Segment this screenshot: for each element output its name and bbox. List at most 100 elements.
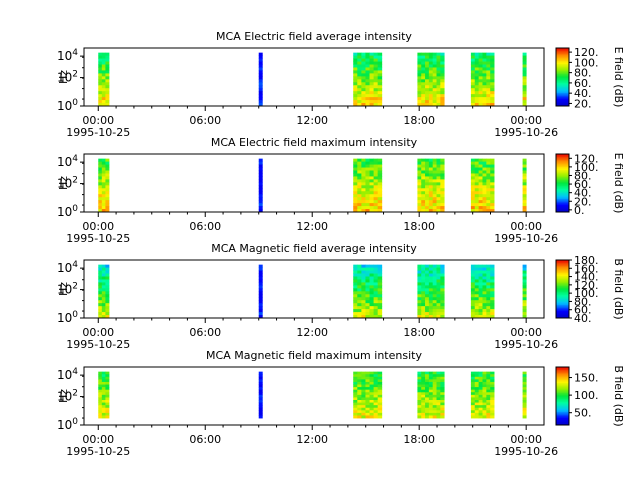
spectrogram-cell — [486, 294, 491, 298]
spectrogram-cell — [421, 285, 426, 289]
spectrogram-cell — [258, 91, 263, 95]
spectrogram-cell — [357, 394, 362, 398]
spectrogram-cell — [486, 312, 491, 316]
colorbar-segment — [556, 391, 569, 394]
spectrogram-cell — [417, 294, 422, 298]
spectrogram-cell — [357, 387, 362, 391]
spectrogram-cell — [101, 179, 106, 183]
spectrogram-cell — [105, 61, 110, 65]
spectrogram-cell — [98, 270, 103, 274]
spectrogram-cell — [258, 203, 263, 207]
spectrogram-cell — [101, 285, 106, 289]
spectrogram-cell — [421, 170, 426, 174]
spectrogram-block — [417, 371, 445, 419]
colorbar-segment — [556, 406, 569, 408]
spectrogram-cell — [474, 379, 480, 383]
spectrogram-cell — [432, 64, 437, 68]
spectrogram-cell — [369, 294, 375, 298]
spectrogram-cell — [432, 94, 437, 98]
spectrogram-cell — [105, 371, 110, 375]
spectrogram-cell — [432, 161, 437, 165]
y-axis-label: Hz — [57, 70, 70, 84]
spectrogram-cell — [373, 103, 379, 107]
spectrogram-cell — [428, 291, 434, 295]
spectrogram-cell — [428, 294, 434, 298]
chart-title: MCA Electric field average intensity — [216, 30, 412, 43]
spectrogram-cell — [490, 191, 495, 195]
spectrogram-cell — [101, 381, 106, 385]
spectrogram-cell — [417, 273, 422, 277]
spectrogram-cell — [440, 415, 445, 419]
spectrogram-cell — [428, 288, 434, 292]
spectrogram-cell — [101, 185, 106, 189]
spectrogram-cell — [482, 176, 487, 180]
spectrogram-cell — [353, 384, 358, 388]
spectrogram-cell — [105, 384, 110, 388]
spectrogram-cell — [365, 64, 370, 68]
spectrogram-cell — [522, 303, 527, 307]
spectrogram-cell — [105, 407, 110, 411]
spectrogram-cell — [470, 405, 476, 409]
spectrogram-cell — [361, 79, 366, 83]
spectrogram-cell — [417, 405, 422, 409]
colorbar-segment — [556, 367, 569, 369]
spectrogram-cell — [470, 415, 476, 419]
spectrogram-cell — [436, 200, 441, 204]
spectrogram-cell — [101, 306, 106, 310]
spectrogram-cell — [421, 164, 426, 168]
spectrogram-cell — [105, 188, 110, 192]
spectrogram-cell — [436, 176, 441, 180]
colorbar-tick-label: 20. — [574, 195, 592, 208]
colorbar-tick-label: 120. — [574, 46, 599, 59]
spectrogram-cell — [98, 70, 103, 74]
spectrogram-cell — [361, 312, 366, 316]
colorbar-segment — [556, 416, 569, 419]
spectrogram-cell — [428, 285, 434, 289]
spectrogram-cell — [258, 415, 263, 419]
colorbar-segment — [556, 299, 569, 301]
spectrogram-cell — [417, 297, 422, 301]
spectrogram-cell — [369, 197, 375, 201]
spectrogram-cell — [478, 294, 483, 298]
spectrogram-cell — [258, 61, 263, 65]
axes-frame — [83, 259, 545, 319]
spectrogram-cell — [440, 103, 445, 107]
spectrogram-cell — [417, 188, 422, 192]
spectrogram-cell — [440, 309, 445, 313]
spectrogram-cell — [432, 309, 437, 313]
spectrogram-cell — [365, 94, 370, 98]
spectrogram-cell — [478, 188, 483, 192]
colorbar-segment — [556, 390, 569, 393]
spectrogram-cell — [258, 100, 263, 104]
colorbar-segment — [556, 304, 569, 307]
spectrogram-cell — [417, 176, 422, 180]
spectrogram-cell — [258, 279, 263, 283]
spectrogram-block — [98, 264, 110, 319]
spectrogram-cell — [478, 397, 483, 401]
y-axis-label: Hz — [57, 176, 70, 190]
spectrogram-cell — [482, 389, 487, 393]
spectrogram-cell — [353, 376, 358, 380]
spectrogram-cell — [436, 407, 441, 411]
spectrogram-cell — [101, 389, 106, 393]
spectrogram-cell — [478, 297, 483, 301]
spectrogram-cell — [490, 288, 495, 292]
spectrogram-cell — [440, 97, 445, 101]
spectrogram-cell — [361, 182, 366, 186]
spectrogram-cell — [98, 309, 103, 313]
spectrogram-cell — [421, 61, 426, 65]
spectrogram-cell — [377, 291, 383, 295]
spectrogram-cell — [377, 82, 383, 86]
spectrogram-cell — [522, 82, 527, 86]
colorbar-segment — [556, 97, 569, 100]
spectrogram-cell — [486, 70, 491, 74]
spectrogram-cell — [482, 200, 487, 204]
spectrogram-cell — [373, 397, 379, 401]
chart-panel-4: MCA Magnetic field maximum intensity1001… — [57, 349, 625, 458]
spectrogram-cell — [522, 407, 527, 411]
spectrogram-block — [470, 264, 495, 319]
colorbar-segment — [556, 280, 569, 283]
spectrogram-cell — [421, 384, 426, 388]
spectrogram-cell — [470, 279, 476, 283]
spectrogram-cell — [377, 273, 383, 277]
